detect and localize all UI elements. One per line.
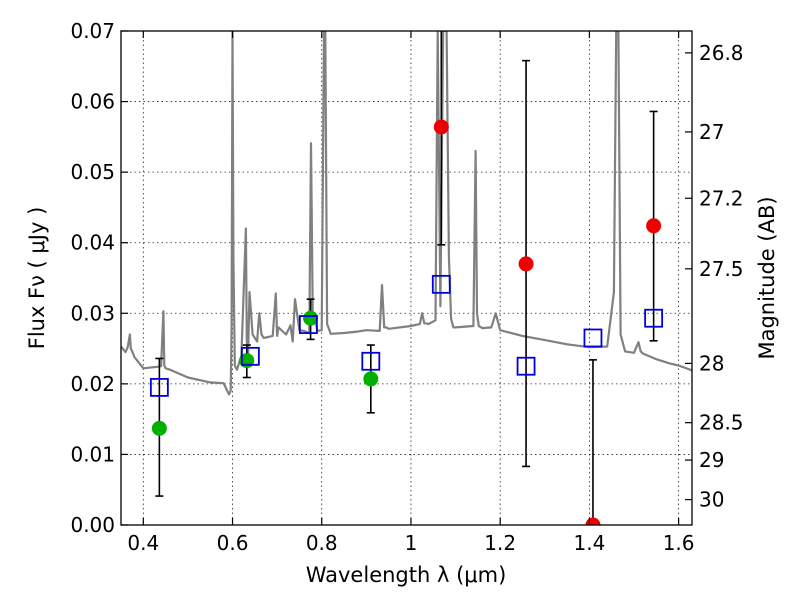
y-tick-label: 0.07 <box>70 19 115 43</box>
red-photometry-point <box>518 256 534 272</box>
y-tick-label: 0.06 <box>70 90 115 114</box>
data-markers <box>149 119 664 525</box>
y-tick-label: 0.04 <box>70 231 115 255</box>
y-tick-label: 0.02 <box>70 372 115 396</box>
right-tick-label: 29 <box>699 448 724 472</box>
model-square-marker <box>516 356 536 376</box>
plot-frame <box>120 30 693 526</box>
y-tick-label: 0.00 <box>70 513 115 537</box>
right-tick-label: 30 <box>699 488 724 512</box>
x-tick-label: 1.2 <box>484 531 516 555</box>
x-tick-label: 1 <box>405 531 418 555</box>
model-square-marker <box>240 346 260 366</box>
green-photometry-point <box>151 420 167 436</box>
right-tick-label: 27.2 <box>699 186 744 210</box>
model-square-marker <box>583 328 603 348</box>
right-tick-label: 27 <box>699 120 724 144</box>
axis-ticks: 0.4 0.6 0.8 1 1.2 1.4 1.6 0.00 0.01 0.02 0.03 0.04 0… <box>70 19 743 555</box>
model-square-marker <box>298 315 318 334</box>
model-square-marker <box>644 308 664 328</box>
red-photometry-point <box>646 218 662 234</box>
x-tick-label: 1.4 <box>573 531 605 555</box>
model-square-marker <box>149 377 169 397</box>
x-tick-label: 0.4 <box>127 531 159 555</box>
y-tick-label: 0.01 <box>70 442 115 466</box>
right-tick-label: 27.5 <box>699 257 744 281</box>
right-tick-label: 28.5 <box>699 411 744 435</box>
model-square-marker <box>361 351 381 371</box>
green-photometry-point <box>363 371 379 387</box>
x-tick-label: 0.6 <box>217 531 249 555</box>
right-axis-label: Magnitude (AB) <box>755 196 779 359</box>
y-tick-label: 0.05 <box>70 160 115 184</box>
x-axis-label: Wavelength λ (μm) <box>306 563 507 587</box>
x-tick-label: 1.6 <box>663 531 695 555</box>
y-tick-label: 0.03 <box>70 301 115 325</box>
green-photometry-point <box>303 310 319 326</box>
right-tick-label: 28 <box>699 351 724 375</box>
model-square-marker <box>431 274 451 294</box>
right-tick-label: 26.8 <box>699 41 744 65</box>
y-axis-label: Flux Fν ( μJy ) <box>25 207 49 350</box>
red-photometry-point <box>433 119 449 135</box>
x-tick-label: 0.8 <box>306 531 338 555</box>
